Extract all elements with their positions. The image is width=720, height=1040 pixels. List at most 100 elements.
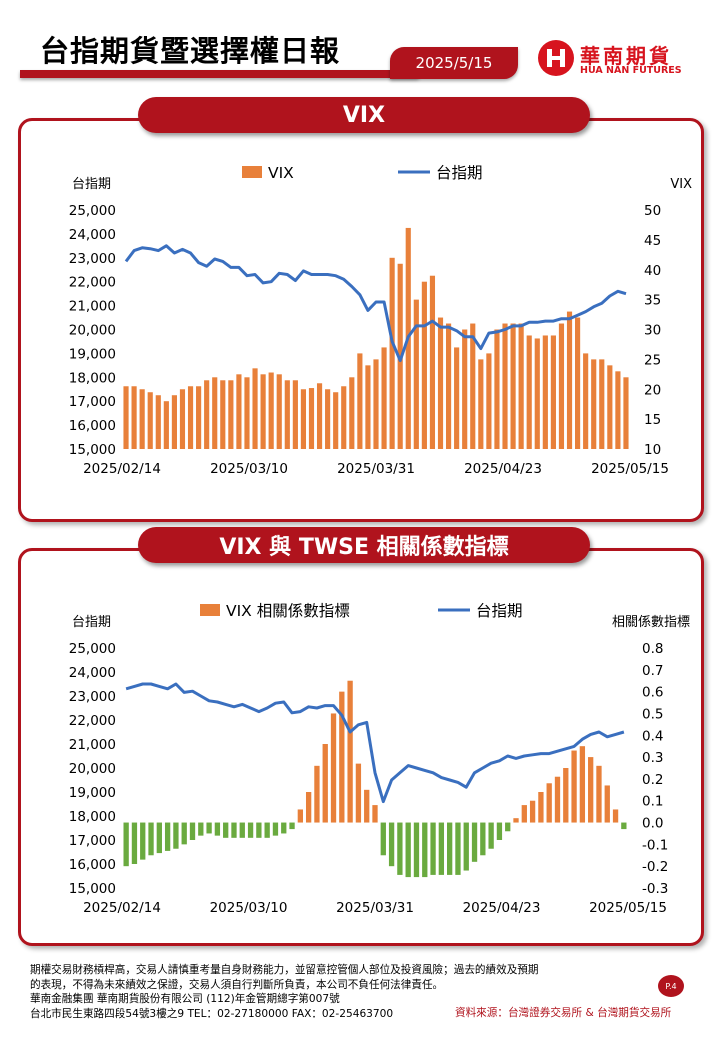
- bar: [612, 809, 619, 823]
- bar: [148, 822, 154, 856]
- right-tick-label: 0.2: [642, 772, 663, 788]
- bar: [510, 323, 516, 449]
- x-tick-label: 2025/03/31: [337, 461, 415, 477]
- bar: [220, 380, 226, 449]
- left-tick-label: 18,000: [69, 370, 116, 386]
- left-tick-label: 15,000: [69, 881, 116, 897]
- left-tick-label: 24,000: [69, 665, 116, 681]
- bar: [445, 323, 452, 449]
- logo-chinese-name: 華南期貨: [580, 44, 672, 68]
- x-tick-label: 2025/02/14: [83, 900, 161, 916]
- report-title: 台指期貨暨選擇權日報: [40, 34, 341, 68]
- right-tick-label: -0.1: [642, 837, 668, 853]
- bar: [372, 805, 378, 823]
- left-tick-label: 21,000: [69, 737, 116, 753]
- bar: [413, 822, 420, 878]
- left-tick-label: 20,000: [69, 323, 116, 339]
- report-date: 2025/5/15: [390, 47, 518, 79]
- bar: [462, 329, 468, 449]
- bar: [256, 822, 262, 838]
- bar: [579, 746, 586, 823]
- bar: [599, 359, 605, 449]
- bar: [546, 783, 552, 823]
- bar: [228, 380, 234, 449]
- footer-disclaimer: 期權交易財務槓桿高，交易人請慎重考量自身財務能力，並留意控管個人部位及投資風險；…: [30, 963, 630, 1021]
- bar: [276, 374, 282, 449]
- bar: [264, 822, 270, 838]
- vix-chart: 台指期 VIX 15,000 16,000 17,000 18,000 19,000 20,0…: [69, 164, 692, 477]
- bar: [405, 822, 411, 878]
- x-tick-label: 2025/05/15: [591, 461, 669, 477]
- right-tick-label: 40: [644, 263, 661, 279]
- left-tick-label: 17,000: [69, 833, 116, 849]
- bar: [268, 372, 274, 449]
- bar: [563, 768, 569, 823]
- bar: [123, 822, 129, 867]
- bar: [478, 359, 484, 449]
- left-axis-title: 台指期: [72, 177, 111, 192]
- logo-english-name: HUA NAN FUTURES: [580, 65, 682, 76]
- bar: [223, 822, 229, 838]
- bar: [244, 377, 250, 449]
- right-tick-label: 45: [644, 233, 661, 249]
- bar: [314, 765, 320, 823]
- x-tick-label: 2025/04/23: [464, 461, 542, 477]
- x-tick-label: 2025/03/31: [336, 900, 414, 916]
- right-tick-label: 15: [644, 412, 661, 428]
- bar: [538, 792, 544, 823]
- bar: [488, 822, 494, 849]
- bar: [365, 365, 371, 449]
- right-tick-label: 0.3: [642, 750, 663, 766]
- bar: [566, 311, 573, 449]
- bar: [281, 822, 287, 834]
- bar: [623, 377, 629, 449]
- bar: [388, 822, 395, 867]
- bar: [316, 383, 323, 449]
- left-tick-label: 19,000: [69, 346, 116, 362]
- logo-mark-icon: [538, 40, 574, 76]
- x-tick-label: 2025/05/15: [589, 900, 667, 916]
- bar: [463, 822, 469, 871]
- bar: [284, 380, 290, 449]
- left-tick-label: 23,000: [69, 251, 116, 267]
- legend-label-bar: VIX 相關係數指標: [226, 602, 350, 620]
- bar: [380, 822, 386, 856]
- bar: [381, 347, 387, 449]
- right-tick-label: 35: [644, 293, 661, 309]
- bar: [214, 822, 221, 836]
- bar: [542, 335, 548, 449]
- bar: [339, 691, 345, 823]
- bar: [231, 822, 237, 838]
- right-tick-label: 0.6: [642, 685, 663, 701]
- bar: [413, 299, 419, 449]
- right-tick-label: 0.7: [642, 663, 663, 679]
- company-logo: 華南期貨 HUA NAN FUTURES: [538, 40, 690, 80]
- legend-swatch-bar: [200, 604, 220, 616]
- bar: [123, 386, 129, 449]
- bar: [494, 329, 500, 449]
- right-tick-label: 0.0: [642, 816, 663, 832]
- bar: [139, 389, 145, 449]
- bar: [212, 377, 218, 449]
- bar: [206, 822, 212, 834]
- bar: [355, 763, 362, 823]
- bar: [502, 323, 508, 449]
- bar: [583, 353, 589, 449]
- bar: [260, 374, 266, 449]
- bar: [131, 386, 137, 449]
- bar: [239, 822, 245, 838]
- left-tick-label: 19,000: [69, 785, 116, 801]
- company-info: 華南金融集團 華南期貨股份有限公司 (112)年金管期總字第007號: [30, 993, 340, 1005]
- left-tick-label: 25,000: [69, 641, 116, 657]
- bar: [272, 822, 279, 836]
- bar: [429, 275, 436, 449]
- bar: [521, 805, 527, 823]
- x-tick-label: 2025/02/14: [83, 461, 161, 477]
- bar: [349, 377, 355, 449]
- bar: [156, 822, 162, 854]
- bar: [164, 822, 171, 851]
- bar: [615, 371, 621, 449]
- right-axis-title: 相關係數指標: [612, 615, 690, 630]
- bar: [247, 822, 254, 838]
- bar: [607, 365, 613, 449]
